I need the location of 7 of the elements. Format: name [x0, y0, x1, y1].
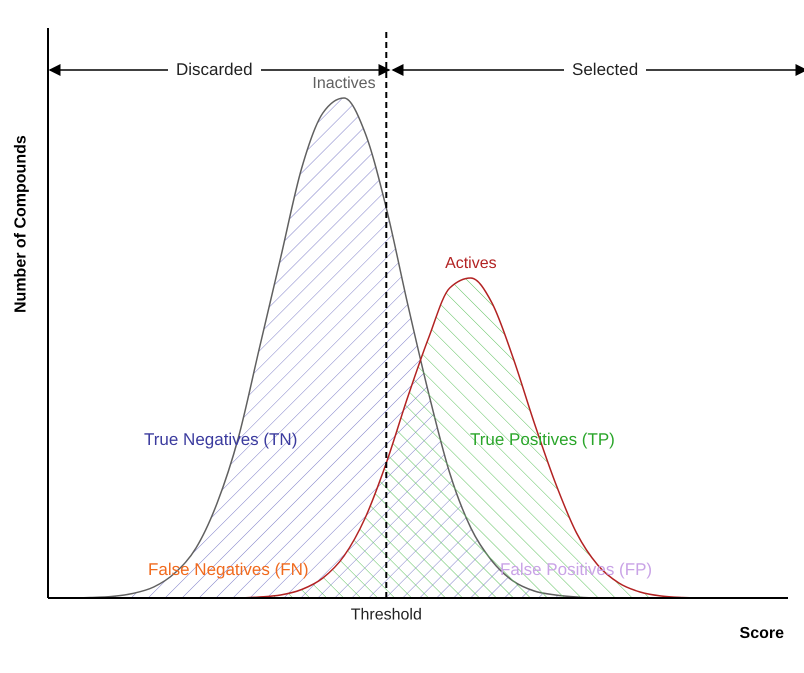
text: Discarded: [168, 60, 261, 80]
series-label: Inactives: [312, 75, 376, 92]
series-label: Actives: [445, 255, 497, 272]
y-axis-title: Number of Compounds: [12, 135, 30, 313]
text: Selected: [564, 60, 646, 80]
text: Threshold: [350, 606, 422, 624]
x-axis-title: Score: [740, 625, 784, 642]
